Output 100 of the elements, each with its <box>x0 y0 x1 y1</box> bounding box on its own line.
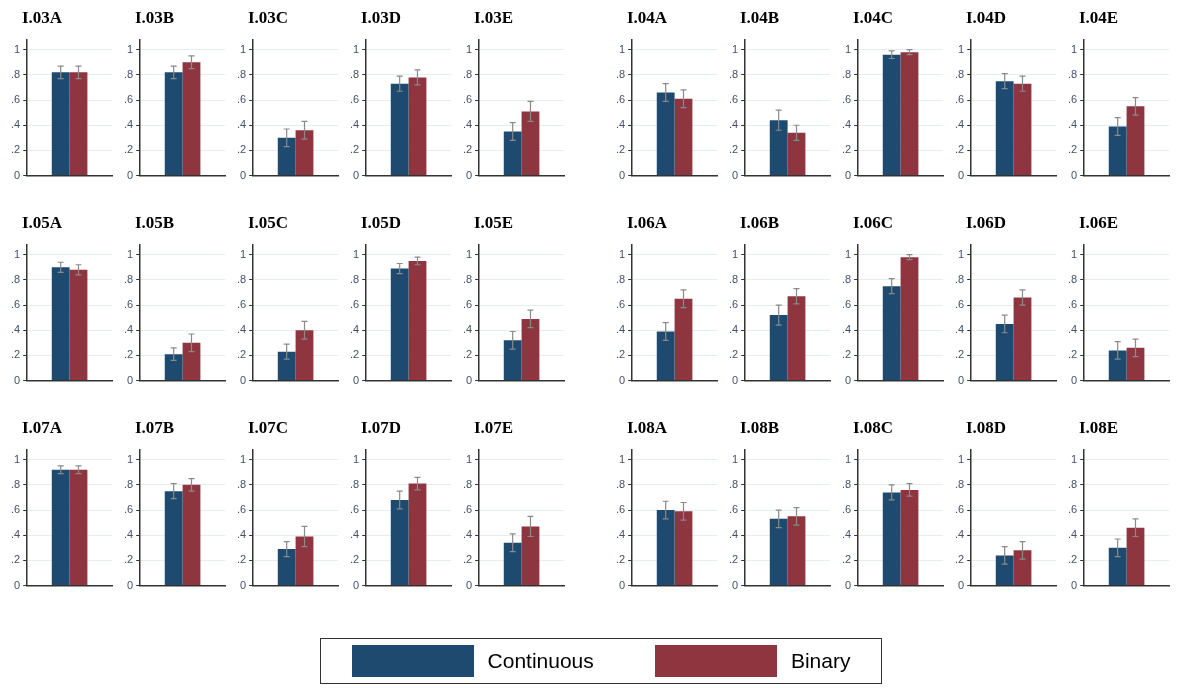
text: Binary <box>790 649 851 673</box>
y-tick-label: .2 <box>615 143 626 156</box>
y-tick-label: .2 <box>615 553 626 566</box>
y-tick-label: .6 <box>615 298 626 311</box>
y-tick-label: .8 <box>615 272 626 285</box>
chart-title: I.06B <box>739 213 781 234</box>
y-tick-label: .4 <box>841 323 852 336</box>
y-tick-label: .4 <box>1067 323 1078 336</box>
y-tick-label: .6 <box>954 93 965 106</box>
y-tick-label: .2 <box>954 553 965 566</box>
y-tick-label: .6 <box>728 298 739 311</box>
y-tick-label: .4 <box>615 323 626 336</box>
chart-title: I.08A <box>626 418 669 439</box>
y-tick-label: .8 <box>728 67 739 80</box>
y-tick-label: .2 <box>615 348 626 361</box>
chart-title: I.05E <box>473 213 515 234</box>
y-tick-label: .4 <box>954 323 965 336</box>
y-tick-label: 1 <box>619 247 626 260</box>
y-tick-label: .6 <box>123 298 134 311</box>
y-tick-label: .6 <box>462 298 473 311</box>
y-tick-label: .4 <box>462 323 473 336</box>
y-tick-label: .6 <box>1067 298 1078 311</box>
y-tick-label: .8 <box>123 272 134 285</box>
y-tick-label: .4 <box>349 323 360 336</box>
chart-title: I.03B <box>134 8 176 29</box>
y-tick-label: 0 <box>1071 168 1078 181</box>
y-tick-label: .4 <box>236 528 247 541</box>
y-tick-label: .2 <box>123 553 134 566</box>
y-tick-label: .8 <box>123 477 134 490</box>
y-tick-label: .6 <box>954 503 965 516</box>
y-tick-label: 1 <box>958 42 965 55</box>
chart-title: I.04B <box>739 8 781 29</box>
y-tick-label: 1 <box>466 452 473 465</box>
y-tick-label: .2 <box>123 143 134 156</box>
y-tick-label: .6 <box>10 93 21 106</box>
y-tick-label: .4 <box>1067 118 1078 131</box>
y-tick-label: .2 <box>954 348 965 361</box>
chart-title: I.05A <box>21 213 64 234</box>
y-tick-label: 0 <box>619 578 626 591</box>
y-tick-label: 0 <box>127 168 134 181</box>
y-tick-label: .8 <box>841 477 852 490</box>
y-tick-label: .2 <box>841 143 852 156</box>
y-tick-label: 1 <box>240 247 247 260</box>
y-tick-label: 1 <box>619 452 626 465</box>
y-tick-label: .8 <box>728 272 739 285</box>
y-tick-label: .6 <box>10 503 21 516</box>
y-tick-label: 0 <box>240 578 247 591</box>
y-tick-label: .2 <box>236 553 247 566</box>
y-tick-label: .6 <box>728 503 739 516</box>
y-tick-label: 0 <box>466 168 473 181</box>
y-tick-label: 0 <box>845 168 852 181</box>
y-tick-label: 1 <box>240 42 247 55</box>
y-tick-label: .6 <box>841 93 852 106</box>
y-tick-label: .2 <box>349 348 360 361</box>
y-tick-label: 0 <box>127 373 134 386</box>
chart-title: I.08C <box>852 418 895 439</box>
chart-title: I.04A <box>626 8 669 29</box>
y-tick-label: .2 <box>954 143 965 156</box>
y-tick-label: .8 <box>615 67 626 80</box>
y-tick-label: .6 <box>615 503 626 516</box>
y-tick-label: .8 <box>615 477 626 490</box>
y-tick-label: .2 <box>728 143 739 156</box>
y-tick-label: .6 <box>954 298 965 311</box>
y-tick-label: .8 <box>954 477 965 490</box>
y-tick-label: 0 <box>845 578 852 591</box>
y-tick-label: 1 <box>958 247 965 260</box>
y-tick-label: .8 <box>10 477 21 490</box>
y-tick-label: .4 <box>954 118 965 131</box>
y-tick-label: .6 <box>349 503 360 516</box>
y-tick-label: .6 <box>841 503 852 516</box>
y-tick-label: .8 <box>349 272 360 285</box>
y-tick-label: .2 <box>236 143 247 156</box>
y-tick-label: .2 <box>841 348 852 361</box>
y-tick-label: 1 <box>240 452 247 465</box>
y-tick-label: 0 <box>353 578 360 591</box>
y-tick-label: .8 <box>1067 67 1078 80</box>
chart-title: I.06E <box>1078 213 1120 234</box>
y-tick-label: 0 <box>1071 578 1078 591</box>
y-tick-label: 1 <box>466 247 473 260</box>
chart-title: I.03E <box>473 8 515 29</box>
y-tick-label: .4 <box>349 528 360 541</box>
y-tick-label: 0 <box>466 373 473 386</box>
y-tick-label: .8 <box>462 477 473 490</box>
y-tick-label: 1 <box>127 247 134 260</box>
y-tick-label: .4 <box>615 118 626 131</box>
y-tick-label: .4 <box>615 528 626 541</box>
y-tick-label: .2 <box>10 553 21 566</box>
y-tick-label: .8 <box>10 272 21 285</box>
y-tick-label: 1 <box>1071 42 1078 55</box>
y-tick-label: .2 <box>10 143 21 156</box>
y-tick-label: 1 <box>353 452 360 465</box>
y-tick-label: .4 <box>462 118 473 131</box>
y-tick-label: .4 <box>728 528 739 541</box>
chart-title: I.04E <box>1078 8 1120 29</box>
y-tick-label: .4 <box>123 528 134 541</box>
y-tick-label: 1 <box>1071 452 1078 465</box>
y-tick-label: .4 <box>728 323 739 336</box>
chart-title: I.03D <box>360 8 403 29</box>
chart-title: I.07A <box>21 418 64 439</box>
y-tick-label: 0 <box>353 373 360 386</box>
